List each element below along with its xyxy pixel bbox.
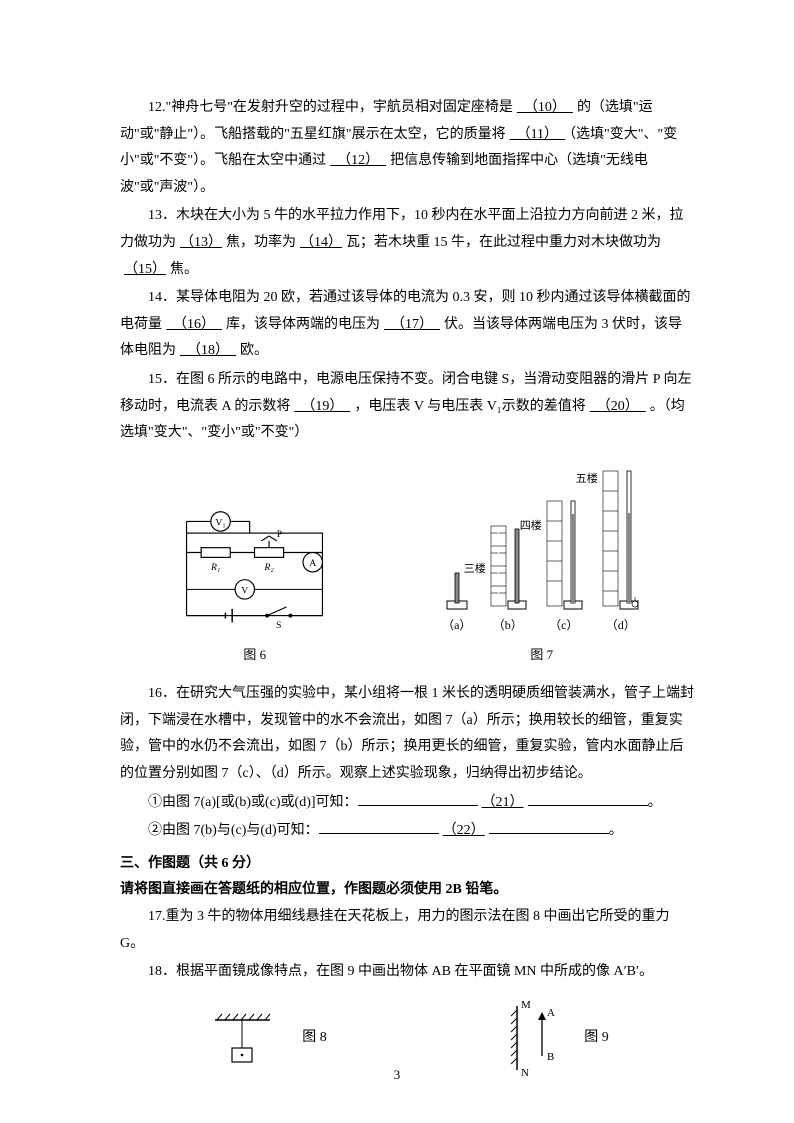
fig6-label: 图 6 <box>243 643 266 668</box>
tube-d-label: （d） <box>606 614 636 637</box>
q13-b3: （15） <box>120 262 170 277</box>
figure-6-group: V₁ R₁ R₂ P A V <box>172 502 337 668</box>
page-number: 3 <box>394 1063 401 1088</box>
q16-s1-blank1 <box>358 805 478 806</box>
q16-s1-pre: ①由图 7(a)[或(b)或(c)或(d)]可知： <box>148 795 358 810</box>
figure-7-group: （a） <box>442 461 642 667</box>
a-label: A <box>309 558 316 569</box>
a-point-label: A <box>547 1007 555 1019</box>
q12-b2: （11） <box>506 127 569 142</box>
tubes-row: （a） <box>442 461 642 637</box>
p-label: P <box>277 529 282 540</box>
q13-b1: （13） <box>176 235 226 250</box>
b-point-label: B <box>547 1051 554 1063</box>
question-13: 13．木块在大小为 5 牛的水平拉力作用下，10 秒内在水平面上沿拉力方向前进 … <box>120 203 694 283</box>
q13-t3: 瓦；若木块重 15 牛，在此过程中重力对木块做功为 <box>346 235 661 250</box>
fig8-label: 图 8 <box>302 1025 327 1052</box>
fig9-svg: M N A B <box>497 998 562 1080</box>
question-15: 15．在图 6 所示的电路中，电源电压保持不变。闭合电键 S，当滑动变阻器的滑片… <box>120 367 694 447</box>
question-12: 12."神舟七号"在发射升空的过程中，宇航员相对固定座椅是 （10） 的（选填"… <box>120 95 694 201</box>
fig8-svg <box>205 1008 280 1070</box>
q16-s1-blank2 <box>528 805 648 806</box>
q14-t2: 库，该导体两端的电压为 <box>226 317 380 332</box>
q14-b1: （16） <box>162 317 226 332</box>
fig7-label: 图 7 <box>530 643 553 668</box>
figures-row-1: V₁ R₁ R₂ P A V <box>120 461 694 667</box>
v1-label: V₁ <box>216 517 226 528</box>
q16-s2-blank1 <box>319 833 439 834</box>
q14-b2: （17） <box>380 317 444 332</box>
period2: 。 <box>609 823 623 838</box>
question-17: 17.重为 3 牛的物体用细线悬挂在天花板上，用力的图示法在图 8 中画出它所受… <box>120 904 694 957</box>
q13-b2: （14） <box>296 235 346 250</box>
q16-t1: 16．在研究大气压强的实验中，某小组将一根 1 米长的透明硬质细管装满水，管子上… <box>120 686 694 781</box>
s-label: S <box>276 620 281 631</box>
q16-s1-num: （21） <box>478 795 528 810</box>
question-16: 16．在研究大气压强的实验中，某小组将一根 1 米长的透明硬质细管装满水，管子上… <box>120 681 694 787</box>
tube-c: 四楼 （c） <box>544 486 584 637</box>
r2-label: R₂ <box>264 562 275 573</box>
floor3-label: 三楼 <box>464 559 486 580</box>
n-label: N <box>521 1067 529 1079</box>
figure-9: M N A B 图 9 <box>497 998 609 1080</box>
bottom-figures: 图 8 M N A B 图 9 <box>120 998 694 1080</box>
q16-s2-pre: ②由图 7(b)与(c)与(d)可知： <box>148 823 319 838</box>
figure-8: 图 8 <box>205 1008 327 1070</box>
question-14: 14．某导体电阻为 20 欧，若通过该导体的电流为 0.3 安，则 10 秒内通… <box>120 285 694 365</box>
floor4-label: 四楼 <box>520 516 542 537</box>
r1-label: R₁ <box>210 562 220 573</box>
section-3-instruction: 请将图直接画在答题纸的相应位置，作图题必须使用 2B 铅笔。 <box>120 877 694 904</box>
q15-b1: （19） <box>290 399 354 414</box>
section-3-title: 三、作图题（共 6 分） <box>120 851 694 878</box>
q16-sub2: ②由图 7(b)与(c)与(d)可知： （22） 。 <box>148 818 694 845</box>
q13-t2: 焦，功率为 <box>226 235 296 250</box>
m-label: M <box>521 999 531 1011</box>
v-label: V <box>242 585 249 596</box>
q15-b2: （20） <box>586 399 650 414</box>
tube-d: 五楼 （d） <box>600 461 642 637</box>
tube-c-label: （c） <box>549 614 578 637</box>
circuit-diagram: V₁ R₁ R₂ P A V <box>172 502 337 637</box>
q12-t1: 12."神舟七号"在发射升空的过程中，宇航员相对固定座椅是 <box>148 100 513 115</box>
q14-b3: （18） <box>176 343 240 358</box>
q13-t4: 焦。 <box>170 262 198 277</box>
q14-t4: 欧。 <box>240 343 268 358</box>
question-18: 18．根据平面镜成像特点，在图 9 中画出物体 AB 在平面镜 MN 中所成的像… <box>120 959 694 986</box>
q12-b1: （10） <box>513 100 577 115</box>
floor5-label: 五楼 <box>576 469 598 490</box>
tube-b-label: （b） <box>493 614 523 637</box>
q16-s2-blank2 <box>489 833 609 834</box>
tube-a-label: （a） <box>442 614 471 637</box>
q16-sub1: ①由图 7(a)[或(b)或(c)或(d)]可知： （21） 。 <box>148 790 694 817</box>
q12-b3: （12） <box>326 153 390 168</box>
period1: 。 <box>648 795 662 810</box>
q16-s2-num: （22） <box>439 823 489 838</box>
fig9-label: 图 9 <box>584 1025 609 1052</box>
q15-t2: ，电压表 V 与电压表 V₁示数的差值将 <box>354 399 585 414</box>
